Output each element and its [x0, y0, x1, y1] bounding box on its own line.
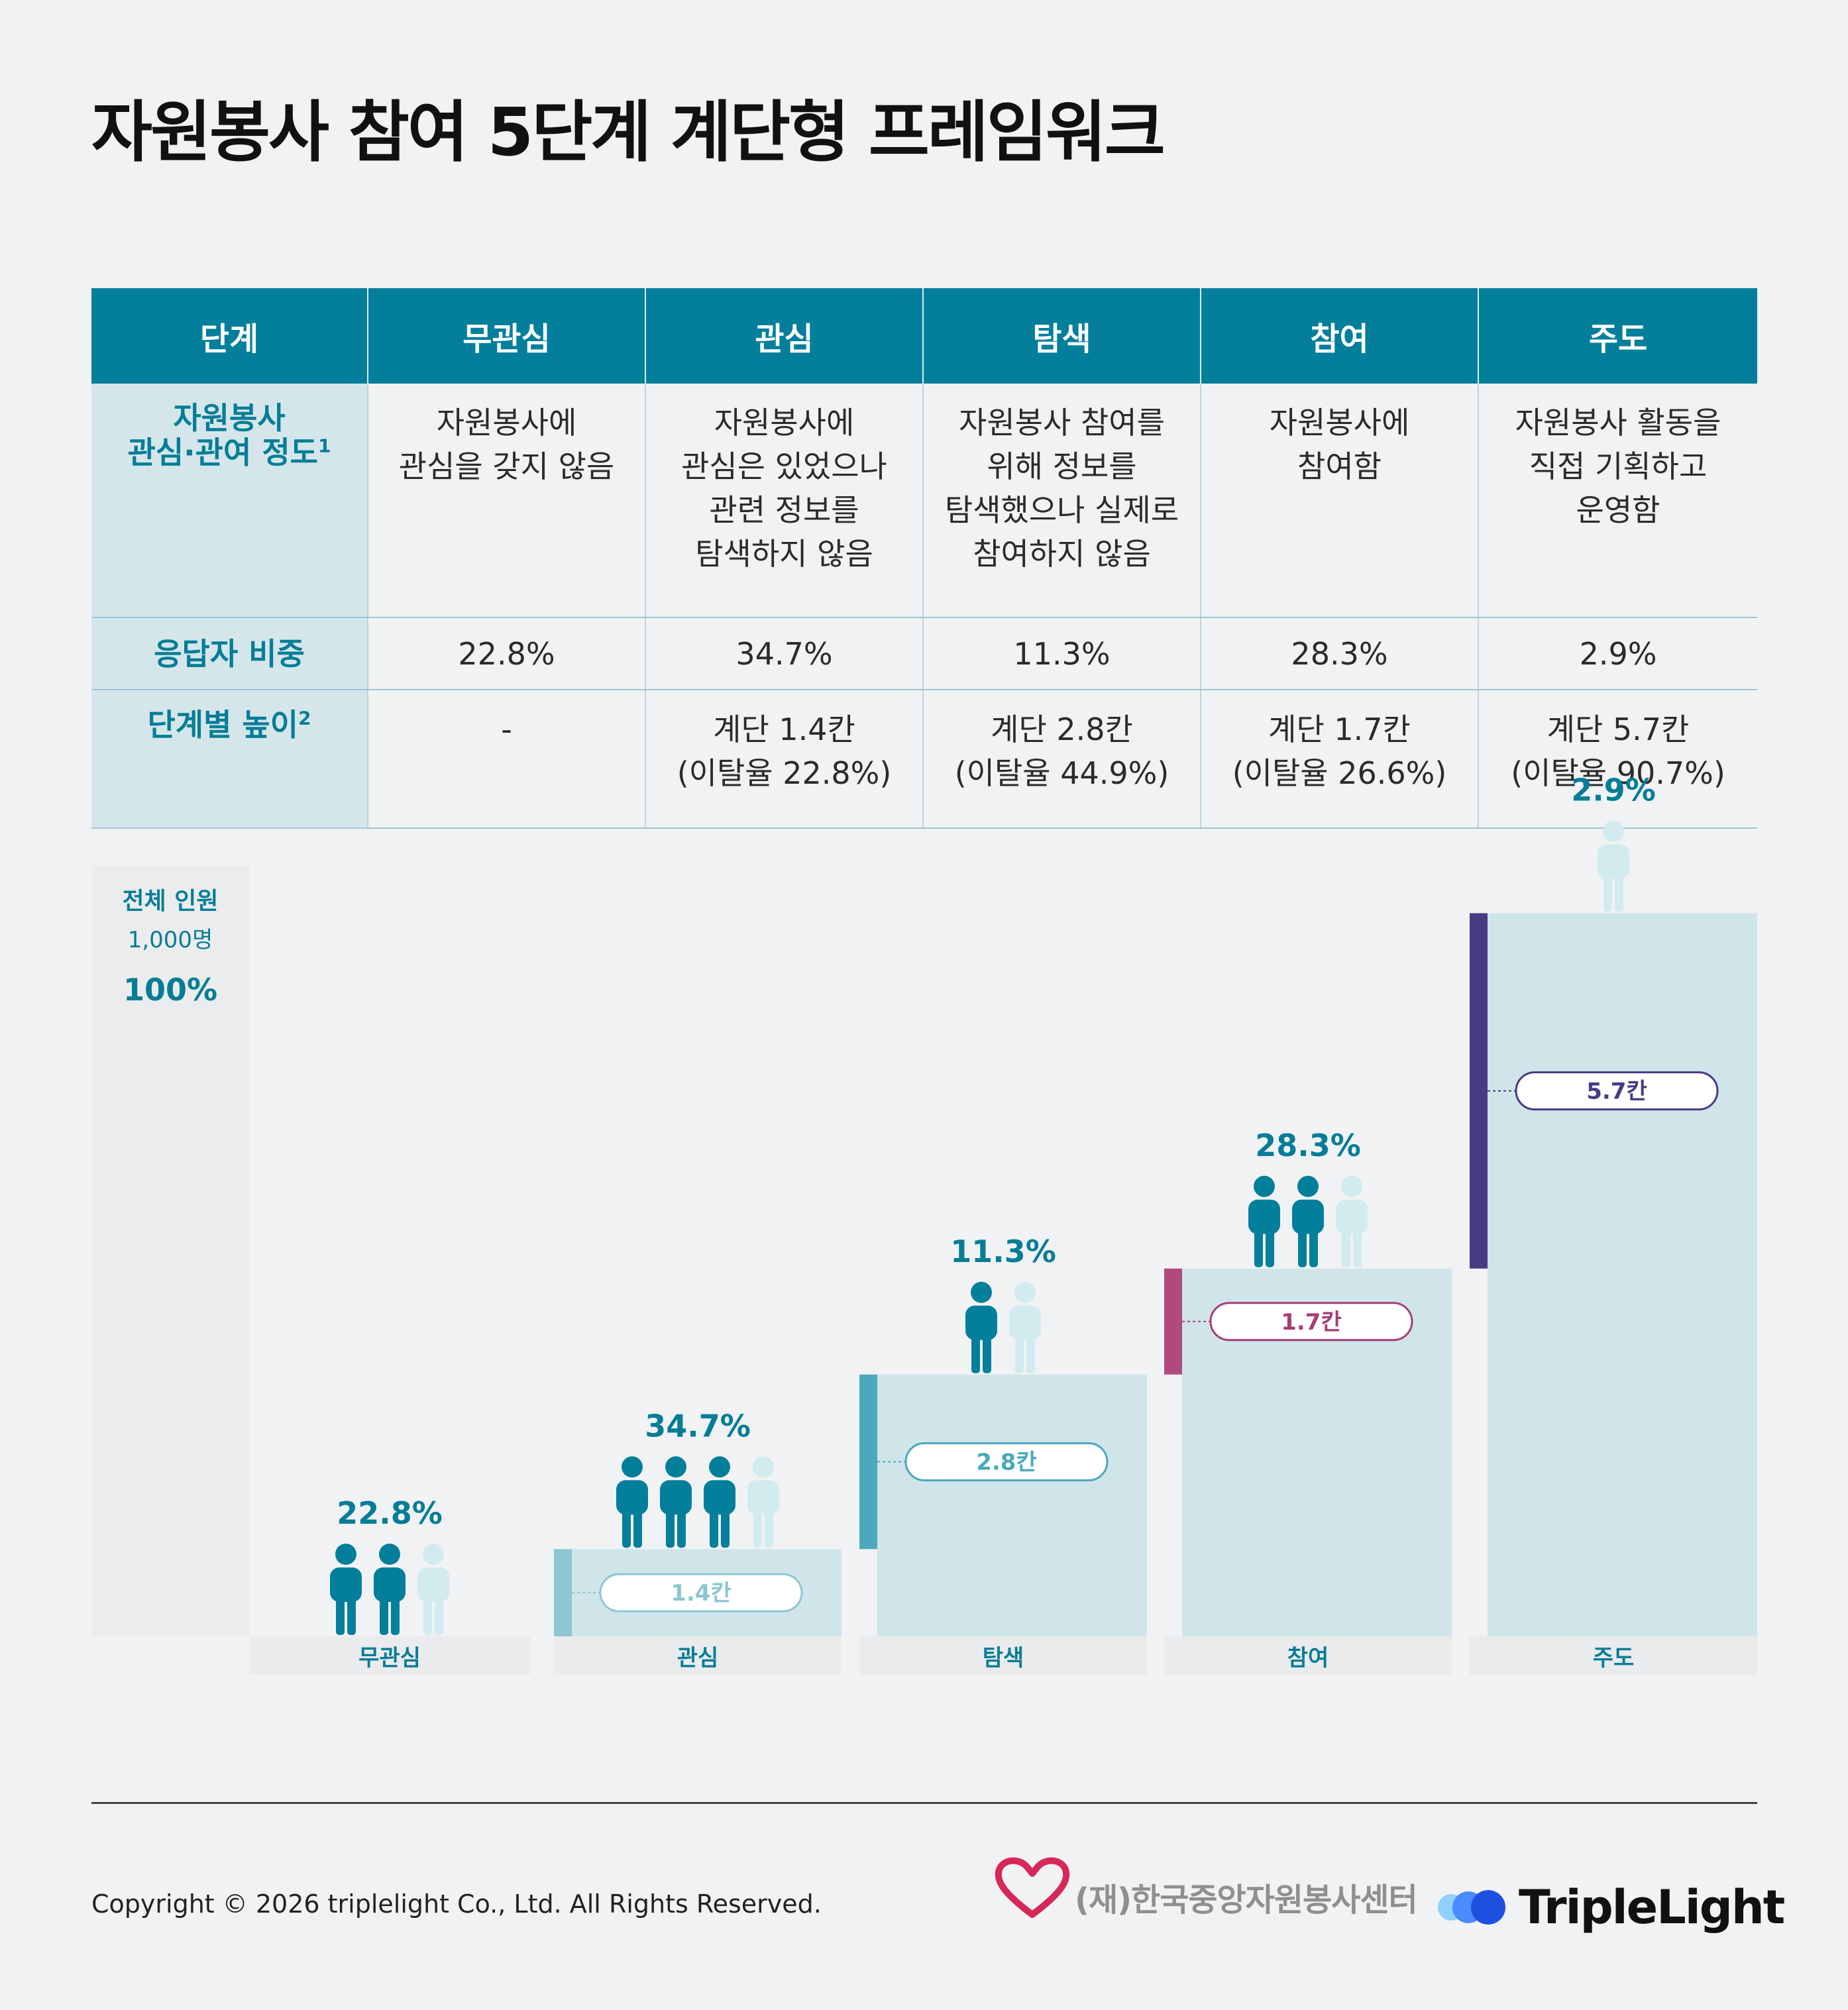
person-icon: [704, 1456, 735, 1548]
table-cell: 2.9%: [1478, 617, 1757, 690]
share-label: 11.3%: [950, 1234, 1056, 1269]
step-block: [877, 1374, 1147, 1636]
header-participate: 참여: [1200, 288, 1478, 384]
step-pill: [1209, 1302, 1413, 1342]
copyright-text: Copyright © 2026 triplelight Co., Ltd. A…: [91, 1889, 822, 1919]
total-bar: [91, 865, 249, 1636]
step-block: [1488, 913, 1757, 1636]
header-explore: 탐색: [922, 288, 1201, 384]
step-pill: [599, 1573, 803, 1613]
table-cell: 자원봉사 참여를 위해 정보를 탐색했으나 실제로 참여하지 않음: [922, 384, 1201, 618]
brand-logo: TripleLight: [1437, 1880, 1785, 1934]
person-icon: [1336, 1175, 1368, 1267]
person-icon: [1248, 1175, 1280, 1267]
triple-circle-logo-icon: [1438, 1890, 1505, 1925]
category-label: 관심: [677, 1645, 719, 1671]
step-riser: [1164, 1268, 1182, 1375]
step-pill: [1515, 1071, 1719, 1111]
brand-name: TripleLight: [1519, 1880, 1785, 1934]
share-label: 34.7%: [645, 1408, 751, 1444]
step-pill-label: 1.7칸: [1281, 1309, 1342, 1336]
table-cell: 자원봉사에 참여함: [1200, 384, 1478, 618]
row-header: 자원봉사 관심·관여 정도1: [91, 384, 368, 618]
person-icon: [660, 1456, 692, 1548]
table-cell: 계단 2.8칸 (이탈율 44.9%): [922, 690, 1201, 829]
table-cell: 22.8%: [367, 617, 645, 690]
step-pill: [904, 1442, 1109, 1482]
row-involvement: 자원봉사 관심·관여 정도1 자원봉사에 관심을 갖지 않음 자원봉사에 관심은 있었으나…: [91, 384, 1757, 618]
category-strip: [554, 1636, 842, 1675]
org-logo: (재)한국중앙자원봉사센터: [993, 1855, 1418, 1921]
table-cell: 11.3%: [922, 617, 1201, 690]
table-cell: 28.3%: [1200, 617, 1478, 690]
org-name: (재)한국중앙자원봉사센터: [1075, 1881, 1418, 1919]
step-pill-label: 2.8칸: [976, 1450, 1037, 1476]
person-icon: [1598, 820, 1629, 912]
person-icon: [965, 1281, 997, 1373]
category-strip: [1164, 1636, 1452, 1675]
person-icon: [417, 1544, 449, 1635]
framework-table: 단계 무관심 관심 탐색 참여 주도 자원봉사 관심·관여 정도1 자원봉사에 관심을…: [91, 288, 1757, 829]
person-icon: [330, 1544, 362, 1635]
table-cell: 자원봉사에 관심을 갖지 않음: [367, 384, 645, 618]
share-label: 28.3%: [1255, 1128, 1361, 1163]
category-label: 참여: [1287, 1645, 1329, 1671]
total-label: 전체 인원: [122, 888, 218, 915]
total-percent: 100%: [123, 972, 217, 1008]
row-share: 응답자 비중 22.8% 34.7% 11.3% 28.3% 2.9%: [91, 617, 1757, 690]
table-cell: 계단 5.7칸 (이탈율 90.7%): [1478, 690, 1757, 829]
header-interest: 관심: [645, 288, 923, 384]
table-cell: 자원봉사에 관심은 있었으나 관련 정보를 탐색하지 않음: [645, 384, 923, 618]
person-icon: [616, 1456, 648, 1548]
table-header-row: 단계 무관심 관심 탐색 참여 주도: [91, 288, 1757, 384]
total-count: 1,000명: [128, 927, 213, 953]
table-cell: 계단 1.7칸 (이탈율 26.6%): [1200, 690, 1478, 829]
share-label: 22.8%: [337, 1495, 443, 1531]
table-cell: 계단 1.4칸 (이탈율 22.8%): [645, 690, 923, 829]
row-step-height: 단계별 높이2- 계단 1.4칸 (이탈율 22.8%) 계단 2.8칸 (이탈율 44…: [91, 690, 1757, 829]
header-stage: 단계: [91, 288, 368, 384]
heart-logo-icon: [995, 1857, 1070, 1918]
page-title: 자원봉사 참여 5단계 계단형 프레임워크: [91, 93, 1166, 171]
step-riser: [859, 1374, 877, 1550]
table-cell: -: [367, 690, 645, 829]
category-strip: [1470, 1636, 1757, 1675]
table-cell: 34.7%: [645, 617, 923, 690]
person-icon: [374, 1544, 406, 1635]
footer-divider: [91, 1802, 1757, 1804]
row-header: 단계별 높이2: [91, 690, 368, 829]
category-label: 탐색: [983, 1645, 1024, 1671]
step-riser: [1470, 913, 1488, 1269]
header-lead: 주도: [1478, 288, 1757, 384]
share-label: 2.9%: [1571, 772, 1656, 808]
step-riser: [554, 1549, 572, 1636]
category-label: 주도: [1593, 1645, 1635, 1671]
row-header: 응답자 비중: [91, 617, 368, 690]
person-icon: [1009, 1281, 1041, 1373]
category-strip: [249, 1636, 530, 1675]
step-pill-label: 1.4칸: [671, 1580, 732, 1607]
person-icon: [1292, 1175, 1324, 1267]
table-cell: 자원봉사 활동을 직접 기획하고 운영함: [1478, 384, 1757, 618]
category-label: 무관심: [358, 1645, 421, 1671]
person-icon: [747, 1456, 779, 1548]
step-pill-label: 5.7칸: [1586, 1079, 1647, 1105]
header-indifferent: 무관심: [367, 288, 645, 384]
category-strip: [859, 1636, 1147, 1675]
